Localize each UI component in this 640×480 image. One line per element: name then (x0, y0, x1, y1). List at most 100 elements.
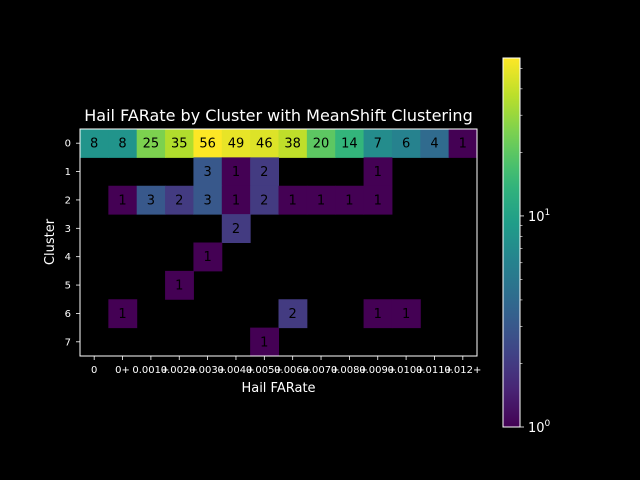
heatmap-cell (306, 129, 336, 158)
heatmap-cell (420, 129, 450, 158)
colorbar-frame (502, 57, 521, 428)
heatmap-cell (221, 214, 251, 243)
heatmap-cell (165, 129, 194, 158)
colorbar-gradient (503, 58, 520, 427)
cell-value-label: 1 (289, 193, 297, 208)
heatmap-cell (363, 157, 393, 187)
heatmap-cell (193, 242, 223, 272)
heatmap-cell (250, 327, 279, 357)
colorbar-tick-label: 101 (528, 208, 550, 225)
heatmap-cell (448, 129, 478, 158)
heatmap-cell (278, 129, 308, 158)
plot-axes: 0 0+ 0.001+0.002+0.003+0.004+0.005+0.006+0… (65, 128, 481, 376)
x-tick-label: 0.005+ (246, 365, 283, 376)
cell-value-label: 35 (171, 137, 188, 152)
cell-value-label: 1 (374, 307, 382, 322)
x-tick-label: 0.007+ (303, 365, 340, 376)
cell-value-label: 7 (374, 137, 382, 152)
heatmap-cell (221, 157, 251, 187)
cell-value-label: 3 (203, 193, 211, 208)
cell-value-label: 2 (232, 222, 240, 237)
x-tick-label: 0.004+ (217, 365, 254, 376)
chart-title: Hail FARate by Cluster with MeanShift Cl… (84, 106, 472, 125)
cell-value-label: 1 (345, 193, 353, 208)
x-tick-label: 0.002+ (161, 365, 198, 376)
cell-value-label: 1 (374, 193, 382, 208)
cell-value-label: 1 (260, 335, 268, 350)
cell-value-label: 8 (118, 137, 126, 152)
cell-value-label: 1 (232, 165, 240, 180)
y-tick-label: 1 (65, 167, 71, 178)
heatmap-cell (165, 270, 194, 300)
heatmap-cell (165, 185, 194, 215)
heatmap-cell (80, 129, 109, 158)
cell-value-label: 1 (118, 193, 126, 208)
cell-value-label: 14 (341, 137, 358, 152)
cell-value-label: 25 (143, 137, 160, 152)
heatmap-cell (108, 129, 138, 158)
cell-value-label: 2 (289, 307, 297, 322)
cell-value-label: 1 (232, 193, 240, 208)
cell-value-label: 2 (260, 193, 268, 208)
heatmap-cell (363, 129, 393, 158)
heatmap-cell (363, 299, 393, 329)
cell-value-label: 3 (203, 165, 211, 180)
heatmap-cell (250, 129, 279, 158)
cell-value-label: 20 (313, 137, 330, 152)
cell-value-label: 3 (147, 193, 155, 208)
heatmap-cell (306, 185, 336, 215)
heatmap-cell (221, 185, 251, 215)
y-tick-label: 3 (65, 224, 71, 235)
heatmap-cell (136, 129, 166, 158)
x-axis-label: Hail FARate (241, 381, 315, 396)
x-tick-label: 0.010+ (388, 365, 425, 376)
colorbar: 100 101 (502, 57, 551, 436)
x-tick-label: 0.003+ (189, 365, 226, 376)
x-tick-label: 0.011+ (416, 365, 453, 376)
heatmap-cell (335, 185, 365, 215)
heatmap-cell (278, 185, 308, 215)
heatmap-cell (391, 299, 421, 329)
heatmap-cell (108, 185, 138, 215)
colorbar-tick-label: 100 (528, 419, 551, 436)
heatmap-cells: 8 8 25 35 56 49 46 38 20 14 7 6 4 1 3 1 2 1 1 3 2 3 1 2 1 1 1 1 2 1 1 1… (80, 129, 478, 357)
heatmap-cell (250, 185, 279, 215)
x-tick-label: 0.006+ (274, 365, 311, 376)
y-tick-label: 4 (65, 252, 71, 263)
y-tick-label: 6 (65, 309, 71, 320)
x-tick-label: 0.009+ (359, 365, 396, 376)
heatmap-cell (136, 185, 166, 215)
cell-value-label: 1 (402, 307, 410, 322)
x-tick-label: 0.001+ (132, 365, 169, 376)
heatmap-cell (193, 157, 223, 187)
heatmap-cell (278, 299, 308, 329)
x-tick-label: 0+ (115, 365, 130, 376)
y-tick-label: 2 (65, 195, 71, 206)
heatmap-cell (250, 157, 279, 187)
cell-value-label: 4 (430, 137, 438, 152)
heatmap-cell (193, 129, 223, 158)
heatmap-cell (391, 129, 421, 158)
heatmap-cell (335, 129, 365, 158)
cell-value-label: 6 (402, 137, 410, 152)
y-axis-label: Cluster (43, 218, 58, 265)
heatmap-cell (221, 129, 251, 158)
cell-value-label: 38 (284, 137, 301, 152)
cell-value-label: 46 (256, 137, 273, 152)
heatmap-cell (193, 185, 223, 215)
cell-value-label: 1 (374, 165, 382, 180)
x-tick-label: 0 (91, 365, 97, 376)
cell-value-label: 1 (317, 193, 325, 208)
cell-value-label: 2 (260, 165, 268, 180)
cell-value-label: 1 (118, 307, 126, 322)
x-tick-label: 0.008+ (331, 365, 368, 376)
heatmap-cell (108, 299, 138, 329)
cell-value-label: 56 (199, 137, 216, 152)
cell-value-label: 2 (175, 193, 183, 208)
y-tick-label: 7 (65, 337, 71, 348)
cell-value-label: 49 (228, 137, 245, 152)
cell-value-label: 1 (175, 279, 183, 294)
heatmap-cell (363, 185, 393, 215)
y-tick-label: 5 (65, 281, 71, 292)
